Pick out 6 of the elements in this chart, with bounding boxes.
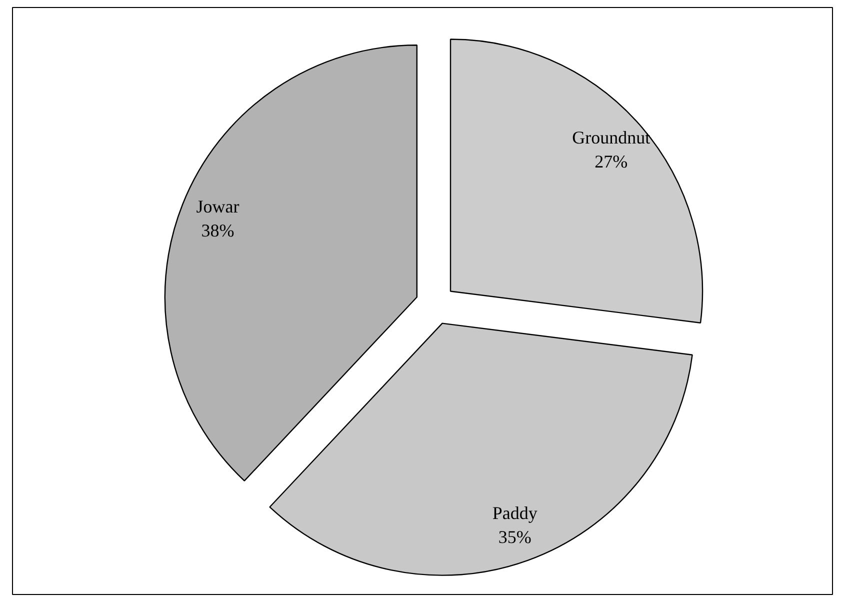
data-label: 38% [201,220,234,240]
slice-label: Jowar [196,196,240,216]
data-label: 27% [594,152,628,172]
slice-label: Paddy [492,502,538,523]
data-label: 35% [498,526,532,547]
slice-label: Groundnut [572,128,650,148]
